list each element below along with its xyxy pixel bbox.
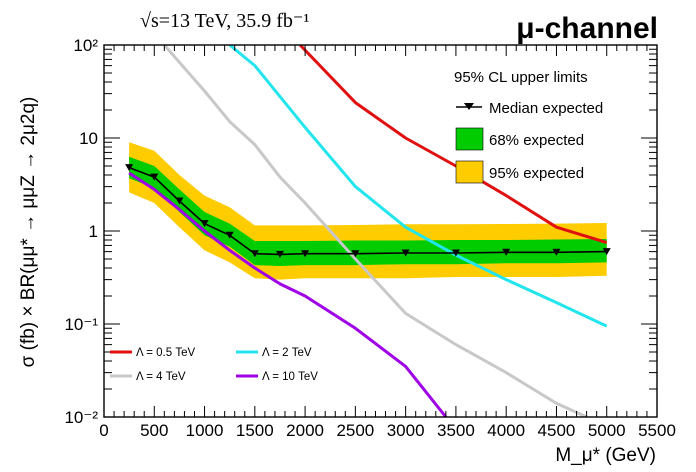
median-point xyxy=(351,250,360,258)
x-tick-label: 0 xyxy=(99,421,108,440)
y-axis-title: σ (fb) × BR(μμ* → μμZ → 2μ2q) xyxy=(18,97,39,368)
legend-band68-swatch xyxy=(455,127,484,151)
median-point xyxy=(125,164,134,172)
median-point xyxy=(250,250,259,258)
x-tick-label: 2000 xyxy=(286,421,324,440)
median-point xyxy=(602,248,611,256)
theory-line-2 xyxy=(163,45,588,417)
y-tick-label: 1 xyxy=(89,222,98,241)
y-axis: 10⁻² 10⁻¹ 1 10 10² xyxy=(64,36,657,427)
y-tick-label: 10² xyxy=(73,36,98,55)
x-tick-label: 3500 xyxy=(437,421,475,440)
x-tick-label: 1500 xyxy=(236,421,274,440)
x-axis-title: M_μ* (GeV) xyxy=(555,445,656,466)
x-tick-label: 1000 xyxy=(186,421,224,440)
median-expected-series xyxy=(125,164,611,258)
theory-line-1 xyxy=(228,45,608,328)
median-point xyxy=(150,173,159,181)
median-point xyxy=(275,250,284,258)
theory-legend-label: Λ = 0.5 TeV xyxy=(136,347,195,359)
median-point xyxy=(301,250,310,258)
expected-bands xyxy=(129,142,607,280)
x-tick-label: 4500 xyxy=(538,421,576,440)
x-tick-label: 2500 xyxy=(336,421,374,440)
theory-legend: Λ = 0.5 TeV Λ = 2 TeV Λ = 4 TeV Λ = 10 TeV xyxy=(110,347,318,383)
limits-legend: 95% CL upper limits Median expected 68% … xyxy=(454,69,603,184)
y-tick-label: 10 xyxy=(79,129,98,148)
legend-title: 95% CL upper limits xyxy=(454,69,588,86)
y-tick-label: 10⁻¹ xyxy=(64,315,98,334)
theory-legend-label: Λ = 4 TeV xyxy=(136,371,186,383)
median-point xyxy=(225,231,234,239)
legend-median-label: Median expected xyxy=(489,100,603,117)
median-point xyxy=(401,249,410,257)
x-tick-label: 4000 xyxy=(487,421,525,440)
band-68-expected xyxy=(129,156,607,266)
median-point xyxy=(502,248,511,256)
theory-line-3 xyxy=(128,171,448,417)
x-tick-label: 3000 xyxy=(387,421,425,440)
median-point xyxy=(451,249,460,257)
median-expected-line xyxy=(128,166,607,256)
x-tick-label: 5000 xyxy=(588,421,626,440)
median-point xyxy=(175,197,184,205)
y-tick-label: 10⁻² xyxy=(64,408,98,427)
x-axis: 0 500 1000 1500 2000 2500 3000 3500 4000 4500 5000… xyxy=(99,45,676,440)
theory-legend-label: Λ = 2 TeV xyxy=(262,347,312,359)
median-point xyxy=(552,248,561,256)
legend-median-marker xyxy=(464,103,474,110)
legend-band95-swatch xyxy=(455,160,484,184)
legend-band68-label: 68% expected xyxy=(489,132,584,149)
energy-lumi-label: √s=13 TeV, 35.9 fb⁻¹ xyxy=(140,10,309,32)
channel-label: μ-channel xyxy=(516,12,658,45)
x-tick-label: 5500 xyxy=(638,421,676,440)
legend-band95-label: 95% expected xyxy=(489,165,584,182)
x-tick-label: 500 xyxy=(140,421,168,440)
median-point xyxy=(200,220,209,228)
theory-legend-label: Λ = 10 TeV xyxy=(262,371,318,383)
